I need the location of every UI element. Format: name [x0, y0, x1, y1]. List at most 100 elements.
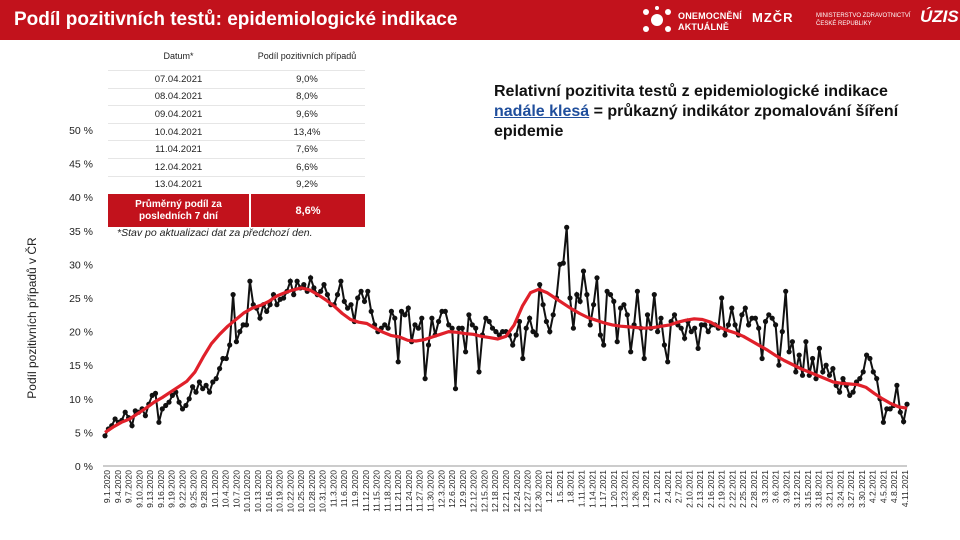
x-tick-label: 10.10.2020 — [242, 470, 252, 513]
data-point — [803, 339, 809, 345]
x-tick-label: 12.21.2020 — [501, 470, 511, 513]
data-point — [692, 325, 698, 331]
table-value-cell: 9,6% — [296, 108, 318, 120]
x-tick-label: 9.13.2020 — [145, 470, 155, 508]
x-tick-label: 2.4.2021 — [663, 470, 673, 503]
data-point — [324, 292, 330, 298]
data-point — [644, 312, 651, 318]
data-point — [661, 342, 668, 348]
x-tick-label: 4.11.2021 — [900, 470, 910, 507]
x-tick-label: 1.2.2021 — [544, 470, 554, 503]
data-point — [887, 406, 893, 412]
data-point — [523, 325, 529, 331]
data-point — [483, 315, 489, 321]
x-tick-label: 10.4.2020 — [221, 470, 231, 508]
data-point — [183, 402, 189, 409]
data-point — [230, 292, 236, 298]
data-point — [719, 295, 725, 301]
data-point — [213, 376, 219, 382]
data-point — [671, 312, 678, 318]
data-point — [601, 342, 607, 348]
data-point — [820, 369, 826, 375]
x-tick-label: 12.27.2020 — [523, 470, 533, 513]
data-point — [129, 423, 135, 429]
data-point — [355, 295, 361, 301]
x-tick-label: 3.6.2021 — [771, 470, 781, 503]
data-point — [345, 305, 351, 311]
data-point — [823, 362, 829, 368]
table-row: 12.04.2021 6,6% — [108, 157, 365, 176]
data-point — [783, 288, 789, 294]
avg-label: Průměrný podíl za posledních 7 dní — [108, 194, 249, 228]
x-tick-label: 12.9.2020 — [458, 470, 468, 508]
data-point — [577, 298, 583, 304]
y-tick-label: 20 % — [69, 327, 93, 339]
table-value-cell: 9,0% — [296, 73, 318, 85]
x-tick-label: 4.5.2021 — [878, 470, 888, 503]
data-point — [496, 332, 502, 338]
x-tick-label: 1.5.2021 — [555, 470, 565, 503]
annotation-prefix: Relativní pozitivita testů z epidemiolog… — [494, 83, 888, 100]
x-tick-label: 3.27.2021 — [846, 470, 856, 508]
table-date-cell: 13.04.2021 — [154, 179, 203, 191]
data-point — [857, 376, 863, 382]
table-row: 11.04.2021 7,6% — [108, 140, 365, 158]
avg-value: 8,6% — [251, 194, 365, 228]
x-tick-label: 10.13.2020 — [253, 470, 263, 513]
x-tick-label: 3.9.2021 — [781, 470, 791, 503]
data-point — [267, 302, 273, 308]
x-tick-label: 10.31.2020 — [318, 470, 328, 513]
x-tick-label: 3.15.2021 — [803, 470, 813, 508]
data-point — [365, 288, 371, 294]
data-point — [665, 359, 671, 365]
table-row: 07.04.2021 9,0% — [108, 70, 365, 88]
data-point — [799, 372, 806, 378]
data-point — [392, 315, 398, 321]
table-row: 10.04.2021 13,4% — [108, 122, 365, 141]
x-tick-label: 1.17.2021 — [598, 470, 608, 508]
data-point — [725, 322, 732, 328]
data-point — [169, 392, 175, 398]
y-tick-label: 5 % — [75, 427, 93, 439]
data-point — [850, 389, 856, 395]
data-point — [604, 288, 610, 294]
table-date-cell: 12.04.2021 — [154, 161, 203, 173]
data-point — [334, 292, 341, 298]
data-point — [361, 298, 368, 304]
mzcr-logo[interactable]: MZČR — [752, 10, 794, 25]
x-tick-label: 1.20.2021 — [609, 470, 619, 508]
data-point — [702, 322, 708, 328]
data-point — [624, 312, 630, 318]
data-point — [176, 399, 182, 405]
data-point — [688, 329, 694, 335]
data-point — [348, 302, 354, 308]
data-point — [436, 318, 442, 325]
x-tick-label: 11.6.2020 — [339, 470, 349, 507]
x-tick-label: 3.21.2021 — [825, 470, 835, 508]
uzis-logo[interactable]: ÚZIS — [920, 7, 959, 26]
data-point — [621, 302, 627, 308]
data-point — [159, 406, 165, 412]
data-point — [308, 275, 314, 281]
data-point — [398, 308, 405, 314]
data-point — [776, 362, 782, 368]
data-point — [762, 318, 769, 325]
x-tick-label: 12.3.2020 — [436, 470, 446, 508]
data-point — [463, 349, 469, 355]
data-point — [291, 292, 297, 298]
data-point — [476, 369, 482, 375]
data-point — [341, 298, 347, 304]
data-point — [587, 322, 593, 328]
data-point — [166, 399, 172, 405]
onemocneni-aktualne-logo[interactable]: ONEMOCNĚNÍ AKTUÁLNĚ — [640, 5, 750, 35]
data-point — [786, 349, 792, 355]
series-line-trend — [104, 286, 908, 434]
data-point — [543, 318, 550, 325]
data-point — [311, 285, 317, 291]
x-tick-label: 11.9.2020 — [350, 470, 360, 507]
x-tick-label: 10.16.2020 — [264, 470, 274, 513]
x-tick-label: 9.10.2020 — [134, 470, 144, 508]
data-point — [412, 322, 418, 328]
table-footnote: *Stav po aktualizaci dat za předchozí de… — [117, 227, 313, 239]
data-point — [237, 329, 243, 335]
